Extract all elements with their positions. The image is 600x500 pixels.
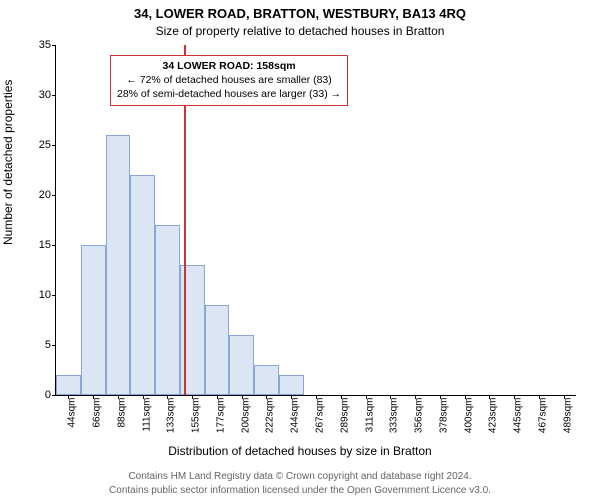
y-tick-mark <box>52 345 56 346</box>
y-tick-mark <box>52 95 56 96</box>
histogram-bar <box>81 245 106 395</box>
histogram-bar <box>229 335 254 395</box>
footer-copyright-2: Contains public sector information licen… <box>0 485 600 496</box>
histogram-bar <box>254 365 279 395</box>
callout-smaller-pct: ← 72% of detached houses are smaller (83… <box>117 73 341 87</box>
x-tick-label: 423sqm <box>488 398 499 434</box>
x-axis-label: Distribution of detached houses by size … <box>0 444 600 458</box>
x-tick-label: 133sqm <box>166 398 177 434</box>
y-tick-label: 10 <box>26 289 51 301</box>
y-tick-label: 30 <box>26 89 51 101</box>
histogram-bar <box>106 135 131 395</box>
x-tick-label: 88sqm <box>116 398 127 428</box>
footer-copyright-1: Contains HM Land Registry data © Crown c… <box>0 471 600 482</box>
x-tick-label: 378sqm <box>438 398 449 434</box>
y-axis-label: Number of detached properties <box>1 80 15 245</box>
x-tick-label: 311sqm <box>364 398 375 433</box>
x-tick-label: 66sqm <box>92 398 103 428</box>
callout-heading: 34 LOWER ROAD: 158sqm <box>117 59 341 73</box>
y-tick-mark <box>52 45 56 46</box>
x-tick-label: 289sqm <box>339 398 350 434</box>
callout-box: 34 LOWER ROAD: 158sqm← 72% of detached h… <box>110 55 348 106</box>
histogram-bar <box>56 375 81 395</box>
chart-container: 34, LOWER ROAD, BRATTON, WESTBURY, BA13 … <box>0 0 600 500</box>
x-tick-label: 267sqm <box>315 398 326 434</box>
x-tick-label: 400sqm <box>463 398 474 434</box>
x-tick-label: 467sqm <box>537 398 548 434</box>
y-tick-label: 0 <box>26 389 51 401</box>
y-tick-label: 15 <box>26 239 51 251</box>
y-tick-mark <box>52 395 56 396</box>
x-tick-label: 155sqm <box>191 398 202 434</box>
histogram-bar <box>205 305 230 395</box>
x-tick-label: 200sqm <box>240 398 251 434</box>
y-tick-mark <box>52 245 56 246</box>
x-tick-label: 356sqm <box>414 398 425 434</box>
callout-larger-pct: 28% of semi-detached houses are larger (… <box>117 87 341 101</box>
y-tick-label: 20 <box>26 189 51 201</box>
x-tick-label: 244sqm <box>290 398 301 434</box>
x-tick-label: 44sqm <box>67 398 78 428</box>
x-tick-label: 111sqm <box>141 398 152 432</box>
histogram-bar <box>155 225 180 395</box>
x-tick-label: 333sqm <box>389 398 400 434</box>
x-tick-label: 489sqm <box>562 398 573 434</box>
x-tick-label: 222sqm <box>265 398 276 434</box>
chart-title-sub: Size of property relative to detached ho… <box>0 24 600 38</box>
y-tick-mark <box>52 145 56 146</box>
chart-title-main: 34, LOWER ROAD, BRATTON, WESTBURY, BA13 … <box>0 6 600 21</box>
y-tick-label: 35 <box>26 39 51 51</box>
histogram-bar <box>279 375 304 395</box>
histogram-bar <box>130 175 155 395</box>
y-tick-mark <box>52 195 56 196</box>
y-tick-mark <box>52 295 56 296</box>
x-tick-label: 177sqm <box>215 398 226 434</box>
x-tick-label: 445sqm <box>513 398 524 434</box>
y-tick-label: 5 <box>26 339 51 351</box>
y-tick-label: 25 <box>26 139 51 151</box>
